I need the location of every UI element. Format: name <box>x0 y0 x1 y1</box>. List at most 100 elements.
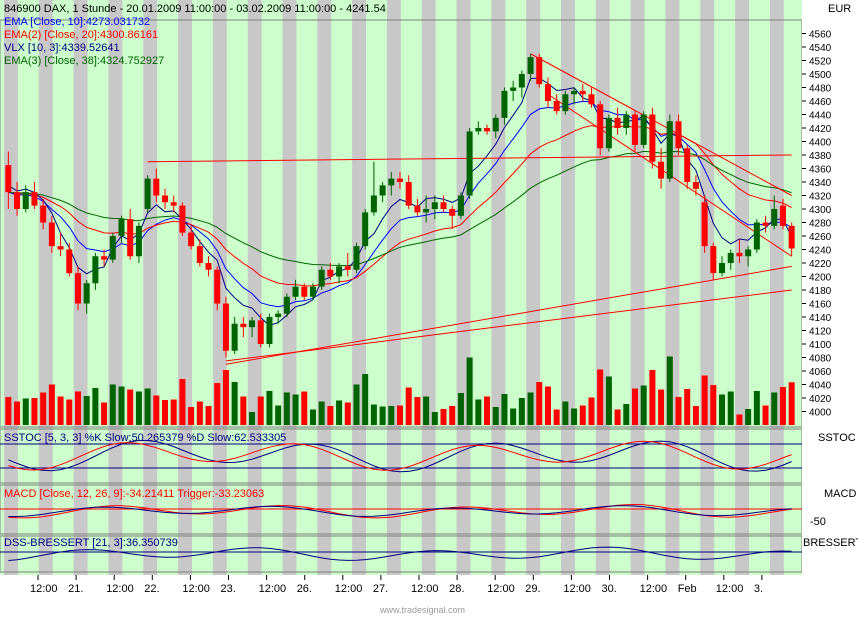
xaxis-area <box>0 575 802 618</box>
volume-bar <box>344 402 351 425</box>
candlesticks <box>5 53 795 358</box>
x-tick-label: 12:00 <box>487 583 515 595</box>
volume-bar <box>492 407 499 425</box>
volume-bar <box>457 393 464 425</box>
currency-label: EUR <box>828 3 851 15</box>
legend-ema38: EMA(3) [Close, 38]:4324.752927 <box>4 55 164 67</box>
volume-bar <box>423 396 430 425</box>
volume-bar <box>188 407 195 425</box>
volume-bar <box>719 394 726 425</box>
candle-body <box>109 236 116 260</box>
volume-bar <box>362 374 369 425</box>
x-tick-label: 12:00 <box>182 583 210 595</box>
shade-band <box>700 0 715 575</box>
candle-body <box>370 195 377 213</box>
volume-bar <box>301 391 308 425</box>
candle-body <box>727 252 734 263</box>
shade-band <box>630 0 645 575</box>
candle-body <box>257 320 264 344</box>
volume-bar <box>370 404 377 425</box>
volume-bar <box>597 369 604 425</box>
volume-bar <box>510 408 517 425</box>
volume-bar <box>527 392 534 425</box>
shade-band <box>178 0 192 575</box>
macd-trigger-line <box>8 505 792 517</box>
candle-body <box>353 246 360 270</box>
shade-band <box>143 0 158 575</box>
y-tick-label: 4360 <box>809 165 832 176</box>
candle-body <box>466 131 473 196</box>
macd-line <box>8 503 792 519</box>
volume-bar <box>135 391 142 425</box>
candle-body <box>666 121 673 179</box>
candle-body <box>710 246 717 274</box>
volume-bar <box>771 392 778 425</box>
volume-bar <box>266 391 273 425</box>
candle-body <box>5 165 12 193</box>
y-tick-label: 4480 <box>809 84 832 95</box>
volume-bars <box>5 356 795 425</box>
candle-body <box>222 303 229 351</box>
x-tick-label: 29. <box>525 583 540 595</box>
candle-body <box>701 202 708 247</box>
candle-body <box>205 263 212 270</box>
volume-bar <box>588 397 595 425</box>
shade-band <box>386 0 401 575</box>
volume-bar <box>405 387 412 425</box>
candle-body <box>771 209 778 226</box>
y-tick-label: 4040 <box>809 381 832 392</box>
candle-body <box>536 57 543 85</box>
volume-bar <box>353 384 360 425</box>
sub-indicator-panes <box>0 440 802 561</box>
x-tick-label: 12:00 <box>563 583 591 595</box>
candle-body <box>675 121 682 149</box>
volume-bar <box>475 399 482 425</box>
shade-band <box>108 0 123 575</box>
candle-body <box>614 117 621 128</box>
candle-body <box>719 263 726 274</box>
volume-bar <box>779 387 786 425</box>
candle-body <box>631 114 638 145</box>
candle-body <box>423 209 430 213</box>
y-tick-label: 4060 <box>809 367 832 378</box>
candle-body <box>544 84 551 101</box>
candle-body <box>66 249 73 274</box>
x-tick-label: Feb <box>678 583 697 595</box>
shade-band <box>526 0 541 575</box>
y-tick-label: 4260 <box>809 232 832 243</box>
y-tick-label: 4540 <box>809 43 832 54</box>
volume-bar <box>101 402 108 425</box>
volume-bar <box>553 409 560 425</box>
volume-bar <box>431 412 438 425</box>
volume-bar <box>5 397 12 425</box>
shade-band <box>282 0 297 575</box>
candle-body <box>40 205 47 223</box>
candle-body <box>48 222 55 247</box>
volume-bar <box>109 384 116 425</box>
legend-ema10: EMA [Close, 10]:4273.031732 <box>4 16 150 28</box>
candle-body <box>692 182 699 189</box>
volume-bar <box>562 401 569 425</box>
axis-area <box>802 0 858 618</box>
x-tick-label: 28. <box>449 583 464 595</box>
shade-band <box>491 0 506 575</box>
y-tick-label: 4500 <box>809 70 832 81</box>
volume-bar <box>292 394 299 425</box>
volume-bar <box>144 388 151 425</box>
candle-body <box>588 94 595 105</box>
volume-bar <box>14 401 21 425</box>
candle-body <box>301 286 308 297</box>
candle-body <box>658 161 665 179</box>
volume-bar <box>214 383 221 425</box>
volume-bar <box>631 388 638 425</box>
candle-body <box>623 114 630 128</box>
volume-bar <box>658 389 665 425</box>
volume-bar <box>222 370 229 425</box>
shade-band <box>735 0 750 575</box>
shade-band <box>38 0 53 575</box>
volume-bar <box>571 408 578 425</box>
volume-bar <box>162 400 169 425</box>
candle-body <box>292 286 299 297</box>
candle-body <box>240 323 247 328</box>
